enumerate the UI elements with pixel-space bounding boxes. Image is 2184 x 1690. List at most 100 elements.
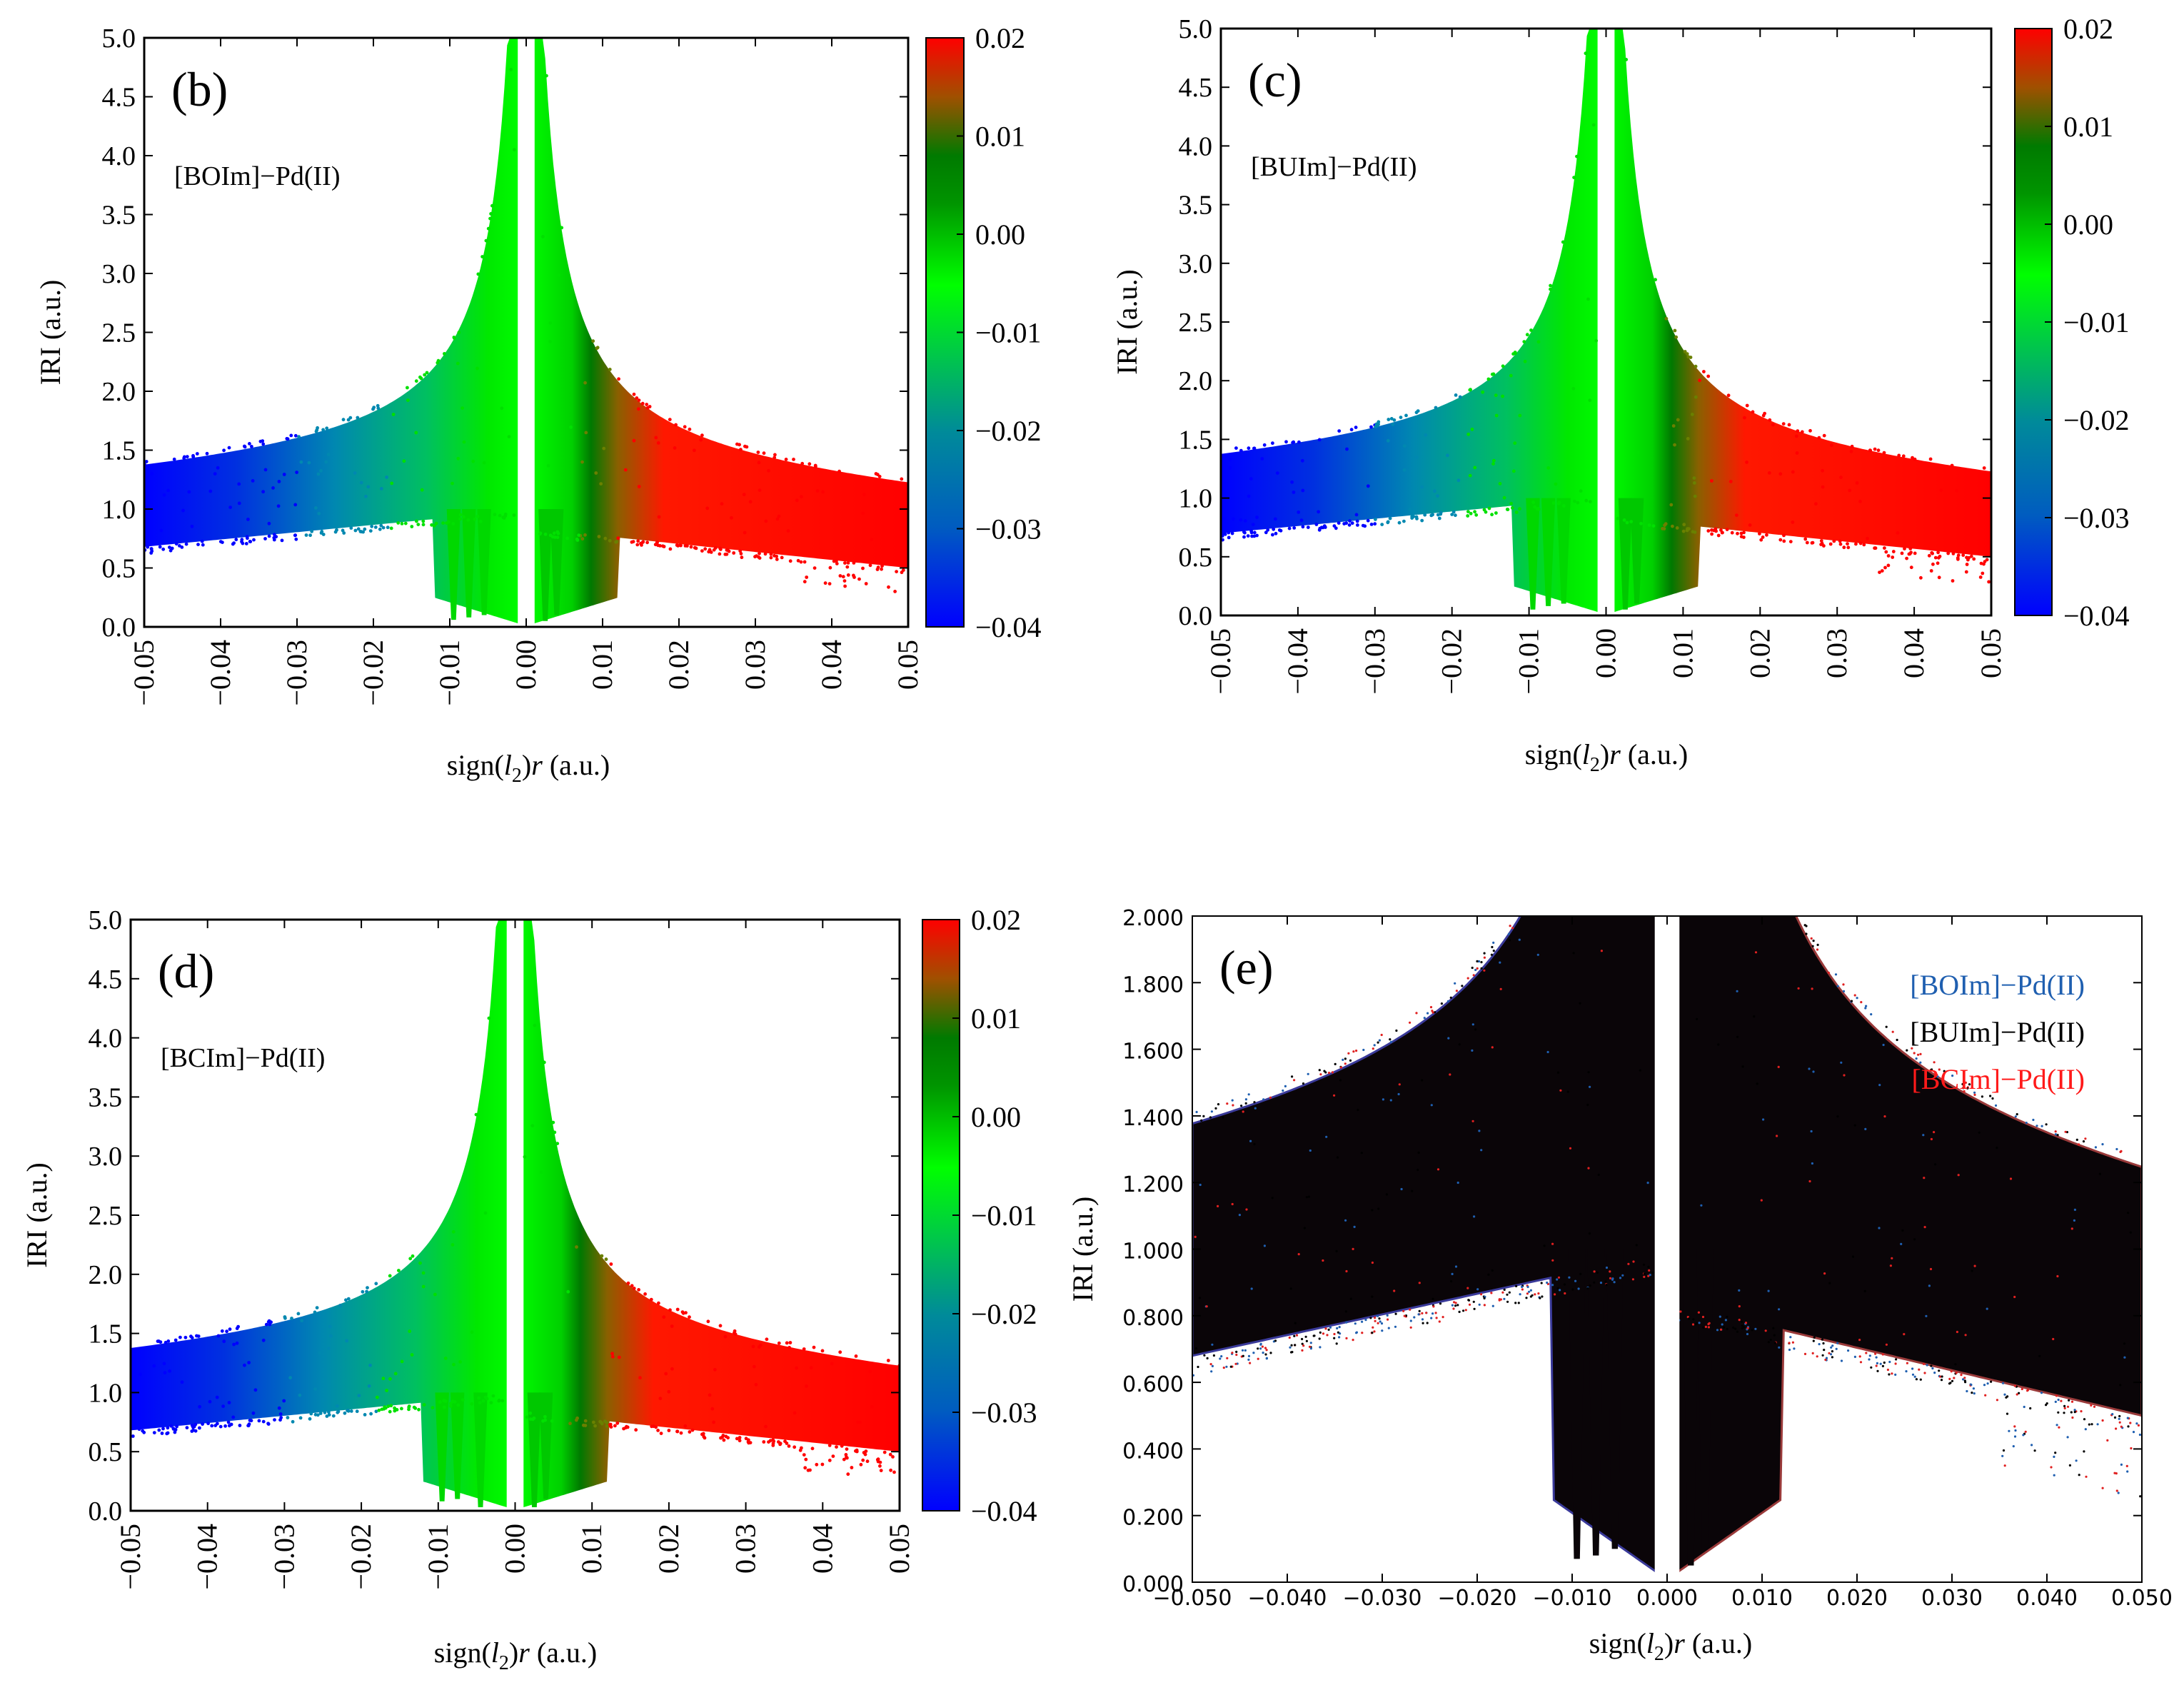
- scatter-point: [1393, 1289, 1396, 1292]
- scatter-point: [1838, 542, 1843, 546]
- scatter-point: [2078, 1143, 2080, 1146]
- scatter-point: [1260, 457, 1264, 461]
- scatter-point: [1431, 1011, 1434, 1014]
- scatter-point: [1736, 692, 1738, 694]
- scatter-point: [1247, 1093, 1250, 1096]
- scatter-point: [845, 1456, 849, 1460]
- y-tick-label: 4.5: [89, 965, 123, 995]
- scatter-point: [1329, 1326, 1332, 1329]
- scatter-point: [1743, 416, 1746, 420]
- scatter-point: [1891, 1030, 1894, 1033]
- scatter-point: [2070, 1227, 2073, 1230]
- scatter-point: [1811, 987, 1813, 990]
- plot-area: [1221, 29, 1991, 613]
- scatter-point: [1317, 510, 1320, 514]
- scatter-point: [1621, 1274, 1624, 1277]
- scatter-point: [1686, 437, 1690, 441]
- scatter-point: [1746, 1332, 1749, 1336]
- y-tick-label: 2.5: [89, 1201, 123, 1231]
- scatter-point: [336, 1410, 340, 1414]
- scatter-point: [610, 1352, 614, 1356]
- scatter-point: [1512, 469, 1516, 473]
- scatter-point: [2068, 1399, 2070, 1402]
- scatter-point: [1309, 1342, 1312, 1344]
- scatter-point: [483, 1211, 488, 1215]
- scatter-point: [1509, 925, 1511, 927]
- scatter-point: [764, 519, 768, 523]
- x-tick-label: 0.01: [586, 640, 618, 690]
- scatter-point: [263, 537, 267, 540]
- scatter-point: [1981, 571, 1985, 575]
- scatter-point: [1834, 973, 1838, 976]
- scatter-point: [1420, 485, 1424, 489]
- scatter-point: [1246, 534, 1250, 538]
- scatter-point: [317, 511, 321, 515]
- scatter-point: [361, 1289, 365, 1294]
- scatter-point: [1647, 1265, 1650, 1268]
- scatter-point: [1694, 364, 1698, 368]
- scatter-point: [840, 1444, 844, 1448]
- scatter-point: [1377, 420, 1381, 424]
- scatter-point: [1380, 1033, 1383, 1037]
- scatter-point: [555, 530, 560, 534]
- scatter-point: [1741, 1065, 1744, 1068]
- scatter-point: [1883, 1115, 1886, 1118]
- scatter-point: [346, 1297, 351, 1301]
- scatter-point: [1545, 855, 1547, 857]
- scatter-point: [1701, 1315, 1705, 1319]
- y-tick-label: 4.0: [1179, 131, 1213, 161]
- scatter-point: [2084, 1428, 2087, 1431]
- scatter-point: [1349, 1059, 1352, 1062]
- scatter-point: [1389, 1040, 1393, 1043]
- scatter-point: [158, 545, 162, 549]
- scatter-point: [1209, 1116, 1212, 1119]
- scatter-point: [1891, 1372, 1893, 1375]
- scatter-point: [863, 1452, 867, 1457]
- scatter-point: [2023, 1405, 2026, 1409]
- scatter-point: [765, 1337, 769, 1342]
- scatter-point: [1821, 468, 1825, 473]
- scatter-point: [451, 1399, 455, 1404]
- scatter-point: [645, 406, 650, 410]
- scatter-point: [575, 1245, 578, 1249]
- scatter-point: [461, 1398, 465, 1402]
- x-tick-label: 0.010: [1731, 1586, 1793, 1611]
- scatter-point: [1982, 466, 1986, 470]
- scatter-point: [1853, 1355, 1856, 1358]
- y-tick-label: 5.0: [1179, 14, 1213, 44]
- scatter-point: [1403, 444, 1406, 448]
- scatter-point: [667, 1429, 671, 1432]
- scatter-point: [795, 498, 799, 503]
- scatter-point: [1291, 1351, 1294, 1354]
- scatter-finger: [1618, 498, 1633, 610]
- scatter-point: [1211, 1343, 1214, 1346]
- scatter-point: [1863, 1289, 1866, 1292]
- scatter-point: [1719, 528, 1723, 532]
- scatter-point: [1378, 1317, 1381, 1320]
- scatter-point: [1936, 1075, 1939, 1078]
- x-axis-label-part: sign(: [434, 1636, 491, 1669]
- scatter-point: [1716, 1329, 1719, 1332]
- scatter-point: [1895, 1358, 1898, 1361]
- scatter-point: [443, 1357, 448, 1360]
- scatter-point: [1864, 1007, 1867, 1010]
- y-tick-label: 0.800: [1122, 1306, 1184, 1331]
- scatter-point: [2123, 1342, 2126, 1345]
- scatter-point: [1262, 1098, 1265, 1101]
- scatter-point: [1838, 539, 1842, 543]
- scatter-point: [1454, 1304, 1457, 1307]
- scatter-point: [1380, 1322, 1384, 1325]
- scatter-point: [298, 1416, 303, 1420]
- scatter-point: [1487, 506, 1491, 510]
- scatter-point: [457, 331, 461, 335]
- scatter-point: [308, 1417, 312, 1421]
- scatter-point: [385, 476, 388, 479]
- scatter-point: [657, 515, 661, 519]
- scatter-point: [705, 506, 710, 510]
- scatter-point: [1354, 426, 1358, 429]
- scatter-point: [1821, 485, 1825, 489]
- scatter-point: [1414, 456, 1419, 459]
- scatter-point: [502, 516, 506, 520]
- scatter-point: [2063, 1404, 2066, 1407]
- scatter-point: [1529, 1295, 1532, 1298]
